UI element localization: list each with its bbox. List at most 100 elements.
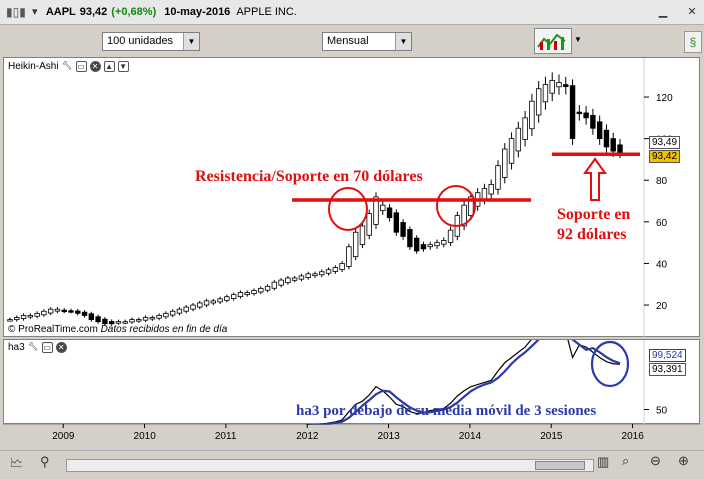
- candle-body: [95, 316, 101, 323]
- price-chart[interactable]: 20406080100120: [4, 58, 701, 338]
- refresh-icon[interactable]: §: [684, 31, 702, 53]
- chevron-down-icon: ▼: [395, 33, 411, 50]
- candle: [495, 160, 501, 195]
- candle: [359, 222, 366, 249]
- price-tick-label: 40: [656, 259, 668, 270]
- candle: [556, 74, 562, 95]
- candle-body: [522, 117, 528, 140]
- window-icon[interactable]: ▭: [41, 342, 53, 353]
- candle-body: [285, 277, 291, 284]
- candle-body: [108, 321, 115, 325]
- time-tick-label: 2012: [296, 431, 319, 442]
- candle: [461, 200, 467, 231]
- candle: [95, 314, 101, 324]
- candle-body: [386, 207, 393, 219]
- move-down-icon[interactable]: ▼: [117, 61, 129, 72]
- candle: [583, 106, 589, 125]
- candle-body: [454, 215, 461, 237]
- candle: [176, 307, 183, 316]
- zoom-in-icon[interactable]: ⊕: [678, 453, 689, 468]
- candle-body: [569, 85, 576, 140]
- candle-body: [393, 212, 400, 233]
- scrollbar-thumb[interactable]: [535, 461, 585, 470]
- candle: [569, 79, 576, 145]
- wrench-icon[interactable]: 🔧︎: [27, 342, 39, 353]
- candle: [291, 275, 298, 283]
- candle: [88, 311, 95, 322]
- candle: [183, 305, 189, 314]
- close-icon[interactable]: ✕: [687, 6, 697, 18]
- candle: [508, 132, 515, 170]
- candle-body: [163, 312, 169, 318]
- move-up-icon[interactable]: ▲: [103, 61, 115, 72]
- candle: [230, 292, 237, 301]
- candle: [535, 80, 542, 123]
- candle-body: [366, 213, 372, 236]
- magnet-icon[interactable]: ⚲: [40, 454, 50, 469]
- candle-body: [373, 196, 379, 225]
- annotation-support-line2: 92 dólares: [557, 226, 627, 243]
- candle-body: [549, 79, 555, 94]
- candle-body: [142, 317, 149, 321]
- time-tick-label: 2016: [622, 431, 645, 442]
- candle-body: [271, 281, 278, 289]
- minimize-icon[interactable]: ▁: [658, 6, 668, 18]
- candle-body: [468, 196, 474, 216]
- zoom-fit-icon[interactable]: ⌕: [622, 453, 630, 468]
- candle-body: [47, 308, 54, 314]
- candle: [542, 76, 549, 110]
- candle-body: [563, 84, 569, 88]
- drawing-tools-button[interactable]: [534, 28, 572, 54]
- candle: [224, 294, 230, 303]
- candle-body: [156, 315, 162, 319]
- candle-body: [319, 271, 325, 276]
- candle-body: [61, 309, 67, 313]
- wrench-icon[interactable]: 🔧︎: [61, 61, 73, 72]
- candle: [474, 188, 481, 211]
- candle: [203, 298, 210, 308]
- window-company: APPLE INC.: [236, 6, 297, 18]
- window-change: (+0,68%): [111, 6, 157, 18]
- time-tick-label: 2011: [215, 431, 237, 442]
- candle-body: [413, 237, 420, 252]
- candle: [502, 143, 508, 184]
- time-scrollbar[interactable]: [66, 459, 594, 472]
- drawing-tools-dropdown[interactable]: ▼: [574, 35, 582, 44]
- candle: [481, 183, 488, 205]
- dropdown-arrow-icon[interactable]: ▾: [32, 6, 38, 18]
- candle-body: [230, 294, 237, 299]
- time-tick-label: 2015: [540, 431, 563, 442]
- time-tick-label: 2013: [378, 431, 401, 442]
- indicator-chart[interactable]: 50: [4, 340, 701, 425]
- candle: [47, 307, 54, 316]
- bar-chart-icon[interactable]: ▥: [597, 454, 610, 469]
- candle-body: [596, 121, 603, 140]
- candle: [468, 192, 474, 221]
- window-price: 93,42: [79, 6, 108, 18]
- candle-body: [34, 312, 40, 317]
- candle: [285, 275, 291, 285]
- candle-body: [176, 308, 183, 314]
- window-icon[interactable]: ▭: [75, 61, 87, 72]
- chart-settings-icon[interactable]: 🗠︎: [10, 455, 24, 470]
- watermark-note: Datos recibidos en fin de día: [100, 324, 228, 335]
- candle: [549, 72, 555, 102]
- period-select-value: Mensual: [327, 35, 369, 47]
- candle-body: [20, 315, 27, 319]
- units-select[interactable]: 100 unidades ▼: [102, 32, 200, 51]
- close-icon[interactable]: ✕: [89, 61, 101, 72]
- candle: [54, 307, 61, 314]
- candle-body: [359, 225, 366, 245]
- candle-body: [502, 148, 508, 178]
- period-select[interactable]: Mensual ▼: [322, 32, 412, 51]
- candle: [447, 226, 454, 246]
- candle: [522, 110, 528, 147]
- candle-body: [217, 298, 223, 303]
- candle-body: [278, 279, 284, 286]
- close-icon[interactable]: ✕: [55, 342, 67, 353]
- indicator-tick-label: 50: [656, 406, 668, 417]
- candle-body: [603, 129, 610, 148]
- zoom-out-icon[interactable]: ⊖: [650, 453, 661, 468]
- candle: [34, 311, 40, 319]
- candle-body: [224, 296, 230, 301]
